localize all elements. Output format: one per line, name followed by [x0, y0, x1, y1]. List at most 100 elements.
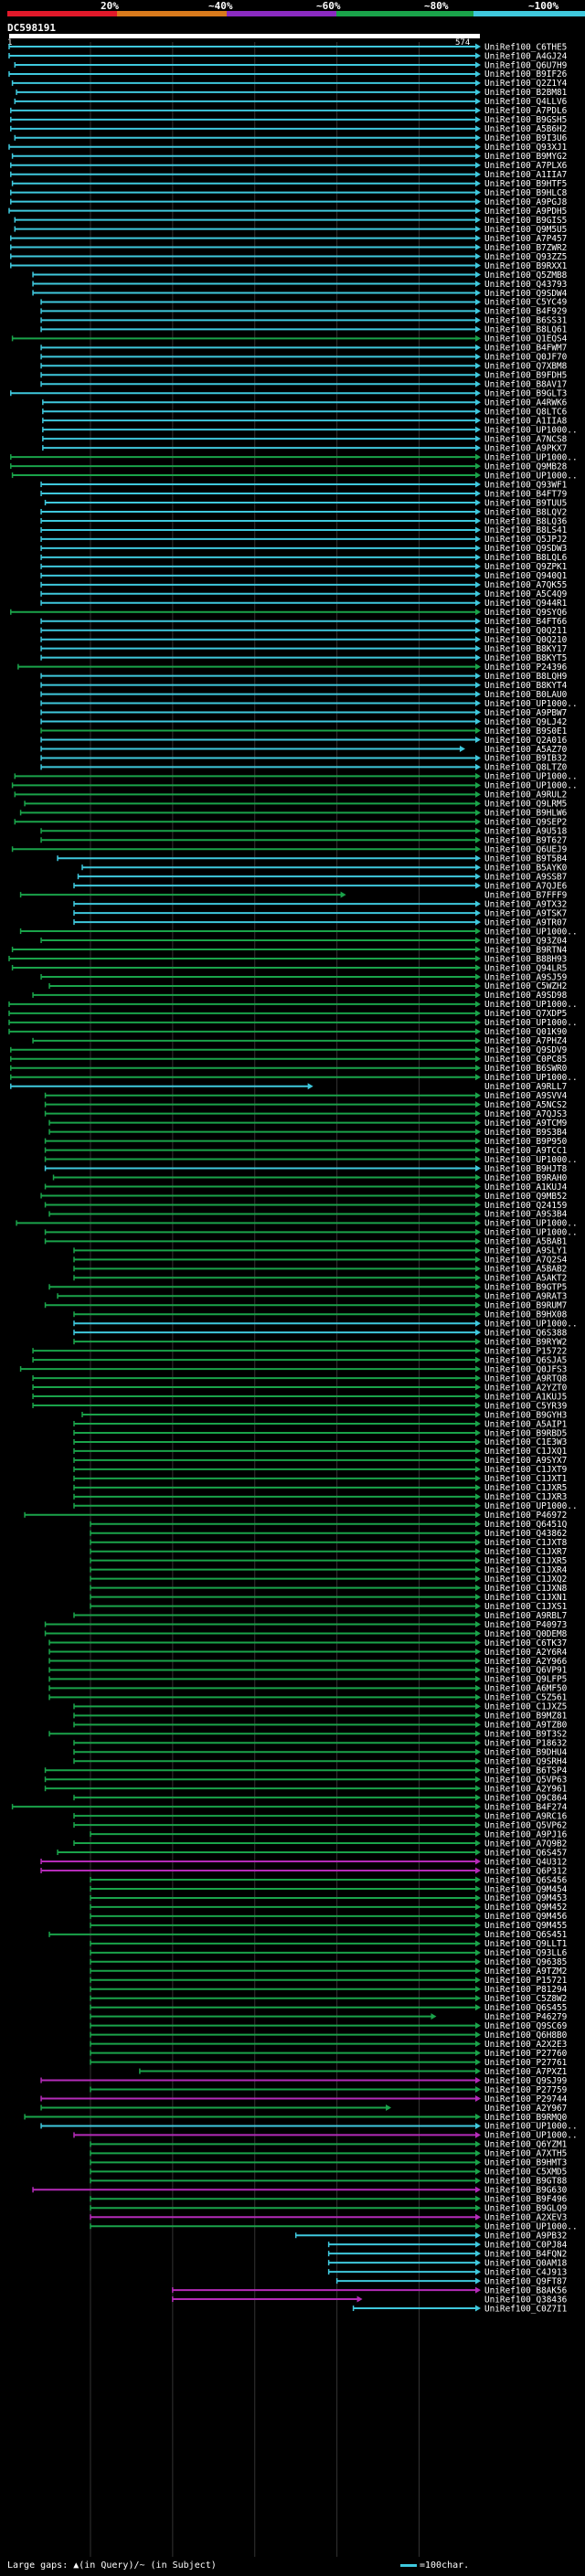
hit-label[interactable]: UniRef100_B6SS31: [484, 316, 568, 326]
hit-label[interactable]: UniRef100_B9G630: [484, 2186, 568, 2196]
hit-label[interactable]: UniRef100_A2Y6R4: [484, 1648, 568, 1658]
hit-row[interactable]: UniRef100_B7FFF9: [19, 890, 568, 900]
hit-label[interactable]: UniRef100_Q9SDW3: [484, 544, 567, 554]
hit-label[interactable]: UniRef100_C1JXQ1: [484, 1447, 568, 1457]
hit-label[interactable]: UniRef100_Q6U7H9: [484, 60, 568, 70]
hit-row[interactable]: UniRef100_Q93LL6: [90, 1948, 568, 1958]
hit-label[interactable]: UniRef100_Q43793: [484, 280, 567, 290]
hit-label[interactable]: UniRef100_Q7XDP5: [484, 1009, 567, 1019]
hit-label[interactable]: UniRef100_A1IIA7: [484, 170, 567, 180]
hit-label[interactable]: UniRef100_C1JXS1: [484, 1602, 568, 1612]
hit-row[interactable]: UniRef100_Q6P312: [40, 1866, 567, 1876]
hit-row[interactable]: UniRef100_UP1000..: [8, 1018, 578, 1028]
hit-label[interactable]: UniRef100_B9GYH3: [484, 1410, 567, 1420]
hit-label[interactable]: UniRef100_A7Q9B2: [484, 1839, 567, 1849]
hit-label[interactable]: UniRef100_B9RMQ0: [484, 2113, 568, 2123]
hit-label[interactable]: UniRef100_B6SWR0: [484, 1064, 568, 1074]
hit-label[interactable]: UniRef100_C0PC85: [484, 1055, 567, 1065]
hit-row[interactable]: UniRef100_A7PDL6: [10, 106, 568, 116]
hit-row[interactable]: UniRef100_Q0JFS3: [19, 1364, 568, 1374]
hit-label[interactable]: UniRef100_P46972: [484, 1511, 567, 1521]
hit-label[interactable]: UniRef100_C1JXN8: [484, 1584, 568, 1594]
hit-label[interactable]: UniRef100_Q0Q211: [484, 626, 568, 636]
hit-row[interactable]: UniRef100_B4FT79: [40, 489, 568, 499]
hit-label[interactable]: UniRef100_A9RAT3: [484, 1292, 567, 1302]
hit-label[interactable]: UniRef100_UP1000..: [484, 425, 578, 435]
hit-row[interactable]: UniRef100_B9P950: [44, 1137, 568, 1147]
hit-row[interactable]: UniRef100_B4FQN2: [327, 2249, 568, 2259]
hit-row[interactable]: UniRef100_A9RC16: [73, 1811, 568, 1821]
hit-label[interactable]: UniRef100_B9MYG2: [484, 152, 567, 162]
hit-label[interactable]: UniRef100_Q6P312: [484, 1866, 567, 1876]
hit-row[interactable]: UniRef100_C1JXZ5: [73, 1702, 567, 1712]
hit-row[interactable]: UniRef100_B8KY17: [40, 644, 567, 654]
hit-label[interactable]: UniRef100_C1JXZ5: [484, 1702, 567, 1712]
hit-row[interactable]: UniRef100_B9I3U6: [14, 133, 568, 143]
hit-label[interactable]: UniRef100_Q1EQS4: [484, 334, 568, 345]
hit-row[interactable]: UniRef100_A9RAT3: [57, 1292, 567, 1302]
hit-label[interactable]: UniRef100_Q9MB28: [484, 461, 568, 472]
hit-row[interactable]: UniRef100_B9HJT8: [44, 1164, 568, 1174]
hit-row[interactable]: UniRef100_Q9SJ99: [40, 2076, 568, 2086]
hit-label[interactable]: UniRef100_Q4LLV6: [484, 97, 568, 107]
hit-row[interactable]: UniRef100_Q6S456: [90, 1875, 568, 1885]
hit-row[interactable]: UniRef100_A5AIP1: [73, 1419, 568, 1429]
hit-row[interactable]: UniRef100_Q6S457: [57, 1848, 567, 1858]
hit-row[interactable]: UniRef100_P81294: [90, 1985, 568, 1995]
hit-row[interactable]: UniRef100_A9RUL2: [14, 790, 567, 800]
hit-row[interactable]: UniRef100_A4GJ24: [8, 51, 568, 61]
hit-row[interactable]: UniRef100_B8LQV2: [40, 507, 567, 517]
hit-row[interactable]: UniRef100_Q5JPJ2: [40, 535, 567, 545]
hit-label[interactable]: UniRef100_Q0Q210: [484, 635, 568, 645]
hit-label[interactable]: UniRef100_Q9M454: [484, 1884, 568, 1894]
hit-label[interactable]: UniRef100_B8AV17: [484, 380, 567, 390]
hit-label[interactable]: UniRef100_C6THE5: [484, 42, 567, 52]
hit-row[interactable]: UniRef100_C1JXN1: [90, 1593, 568, 1603]
hit-row[interactable]: UniRef100_A7NCS8: [42, 434, 568, 444]
hit-row[interactable]: UniRef100_B9S0E1: [40, 726, 568, 737]
hit-label[interactable]: UniRef100_A5C4Q9: [484, 589, 568, 599]
hit-row[interactable]: UniRef100_Q8LTC6: [42, 408, 568, 418]
hit-row[interactable]: UniRef100_A9SYX7: [73, 1456, 567, 1466]
hit-label[interactable]: UniRef100_C5WZH2: [484, 981, 567, 991]
hit-row[interactable]: UniRef100_A5AKT2: [73, 1274, 567, 1284]
hit-row[interactable]: UniRef100_B9GT88: [90, 2177, 568, 2187]
hit-label[interactable]: UniRef100_Q6S456: [484, 1875, 568, 1885]
hit-row[interactable]: UniRef100_A7QJE6: [73, 881, 568, 891]
hit-row[interactable]: UniRef100_C0PC85: [10, 1055, 568, 1065]
hit-row[interactable]: UniRef100_A9PKX7: [42, 443, 567, 453]
hit-row[interactable]: UniRef100_A9PB32: [294, 2231, 568, 2242]
hit-label[interactable]: UniRef100_B4F274: [484, 1802, 568, 1812]
hit-label[interactable]: UniRef100_B9GSH5: [484, 115, 567, 125]
hit-row[interactable]: UniRef100_A9S3B4: [48, 1210, 568, 1220]
hit-row[interactable]: UniRef100_UP1000..: [40, 2122, 578, 2132]
hit-row[interactable]: UniRef100_A7P457: [10, 234, 568, 244]
hit-row[interactable]: UniRef100_B9T627: [40, 836, 567, 846]
hit-row[interactable]: UniRef100_A9RTQ8: [32, 1373, 568, 1383]
hit-row[interactable]: UniRef100_UP1000..: [90, 2222, 578, 2232]
hit-label[interactable]: UniRef100_B9RYW2: [484, 1337, 567, 1347]
hit-label[interactable]: UniRef100_A9SYX7: [484, 1456, 567, 1466]
hit-label[interactable]: UniRef100_Q9SYQ6: [484, 608, 568, 618]
hit-label[interactable]: UniRef100_B9RTN4: [484, 945, 568, 955]
hit-row[interactable]: UniRef100_Q5VP62: [73, 1820, 567, 1830]
hit-label[interactable]: UniRef100_A5B6H2: [484, 124, 567, 134]
hit-row[interactable]: UniRef100_B9HMT3: [90, 2158, 567, 2168]
hit-label[interactable]: UniRef100_Q0JF70: [484, 353, 568, 363]
hit-row[interactable]: UniRef100_C1JXN8: [90, 1584, 568, 1594]
hit-label[interactable]: UniRef100_UP1000..: [484, 1073, 578, 1083]
hit-row[interactable]: UniRef100_Q6U7H9: [14, 60, 568, 70]
hit-row[interactable]: UniRef100_A7PHZ4: [32, 1036, 568, 1046]
hit-row[interactable]: UniRef100_C5YC49: [40, 298, 568, 308]
hit-label[interactable]: UniRef100_Q9LRM5: [484, 800, 567, 810]
hit-row[interactable]: UniRef100_C1JXQ2: [90, 1574, 567, 1585]
hit-label[interactable]: UniRef100_B9P950: [484, 1137, 568, 1147]
hit-row[interactable]: UniRef100_A9TSK7: [73, 908, 567, 918]
hit-label[interactable]: UniRef100_A9PGJ8: [484, 197, 568, 207]
hit-label[interactable]: UniRef100_Q6S451: [484, 1930, 568, 1940]
hit-label[interactable]: UniRef100_A7NCS8: [484, 434, 568, 444]
hit-row[interactable]: UniRef100_A9PGJ8: [10, 197, 568, 207]
hit-label[interactable]: UniRef100_Q93WF1: [484, 480, 568, 490]
hit-label[interactable]: UniRef100_C1JXQ2: [484, 1574, 567, 1585]
hit-row[interactable]: UniRef100_Q93ZZ5: [10, 252, 568, 262]
